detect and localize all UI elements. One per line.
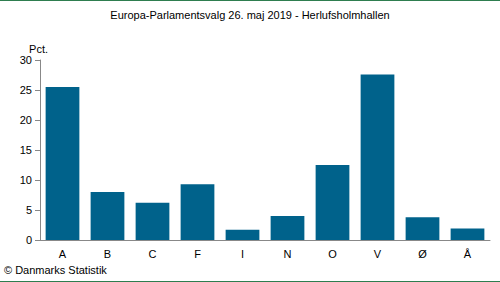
svg-text:F: F — [194, 248, 201, 260]
svg-text:V: V — [374, 248, 382, 260]
svg-text:I: I — [241, 248, 244, 260]
svg-text:C: C — [149, 248, 157, 260]
svg-text:Pct.: Pct. — [29, 43, 48, 55]
svg-text:0: 0 — [26, 234, 32, 246]
svg-text:N: N — [284, 248, 292, 260]
svg-text:Europa-Parlamentsvalg 26. maj: Europa-Parlamentsvalg 26. maj 2019 - Her… — [110, 9, 389, 21]
svg-text:A: A — [59, 248, 67, 260]
svg-text:25: 25 — [20, 84, 32, 96]
svg-text:30: 30 — [20, 54, 32, 66]
svg-text:5: 5 — [26, 204, 32, 216]
svg-text:O: O — [328, 248, 337, 260]
svg-text:B: B — [104, 248, 111, 260]
svg-text:15: 15 — [20, 144, 32, 156]
svg-text:Ø: Ø — [418, 248, 427, 260]
svg-text:© Danmarks Statistik: © Danmarks Statistik — [4, 264, 107, 276]
svg-text:20: 20 — [20, 114, 32, 126]
svg-text:10: 10 — [20, 174, 32, 186]
svg-text:Å: Å — [464, 248, 472, 260]
